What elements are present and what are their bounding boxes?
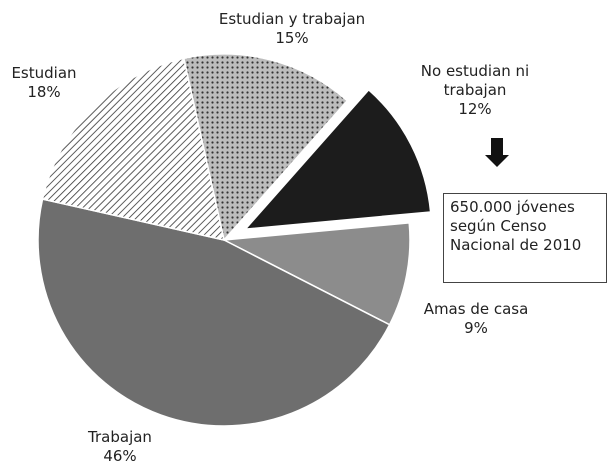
slice-label: Estudian y trabajan 15%: [192, 10, 392, 48]
slice-label: Trabajan 46%: [70, 428, 170, 466]
pie-slice: [243, 88, 432, 231]
pie-slice: [37, 198, 391, 427]
annotation-line: según Censo: [450, 217, 547, 235]
annotation-line: Nacional de 2010: [450, 236, 582, 254]
slice-label: Estudian 18%: [0, 64, 94, 102]
category-label: No estudian ni trabajan: [420, 62, 530, 99]
annotation-line: 650.000 jóvenes: [450, 198, 575, 216]
pie-slice: [221, 222, 411, 326]
arrow: [485, 138, 509, 167]
annotation-box: 650.000 jóvenes según Censo Nacional de …: [443, 193, 607, 283]
category-label: Trabajan: [88, 428, 152, 446]
value-label: 15%: [275, 29, 309, 47]
value-label: 12%: [458, 100, 492, 118]
slice-label: No estudian ni trabajan 12%: [410, 62, 540, 119]
category-label: Estudian y trabajan: [218, 10, 366, 28]
value-label: 9%: [464, 319, 488, 337]
value-label: 46%: [103, 447, 137, 465]
category-label: Amas de casa: [423, 300, 529, 318]
pie-slice: [182, 53, 349, 242]
category-label: Estudian: [11, 64, 77, 82]
slice-label: Amas de casa 9%: [406, 300, 546, 338]
value-label: 18%: [27, 83, 61, 101]
pie-slice: [41, 57, 225, 241]
